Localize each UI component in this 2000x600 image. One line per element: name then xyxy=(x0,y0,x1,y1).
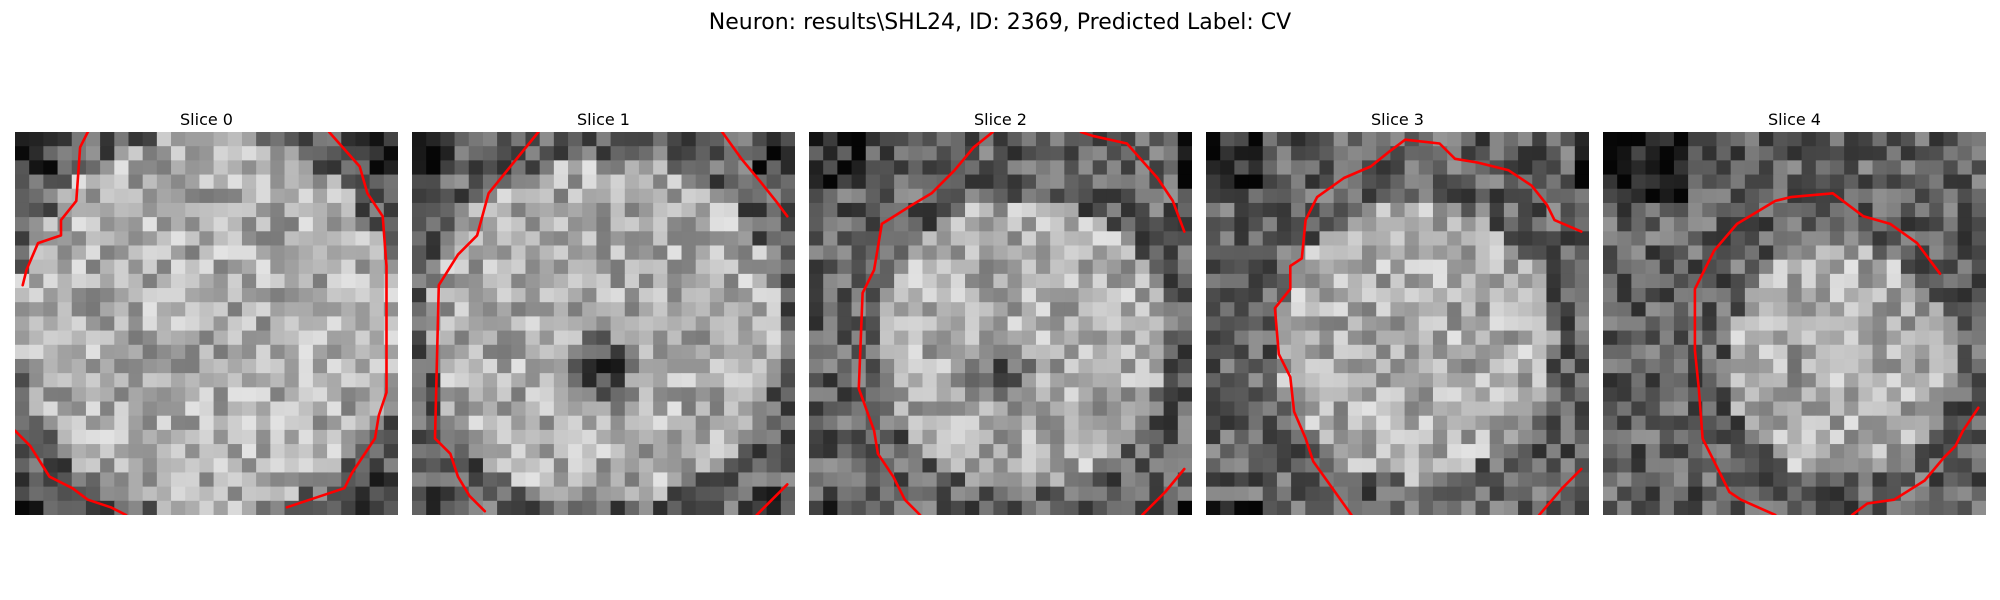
contour-line xyxy=(1079,132,1186,233)
contour-line xyxy=(857,132,995,515)
slice-image-4 xyxy=(1603,132,1986,515)
contour-line xyxy=(1273,138,1583,515)
slice-panel-3: Slice 3 xyxy=(1206,108,1589,515)
contour-line xyxy=(21,132,90,287)
contour-line xyxy=(720,132,789,218)
slice-pixels xyxy=(1603,132,1986,515)
slice-pixels xyxy=(809,132,1192,515)
slice-pixels xyxy=(412,132,795,515)
slice-title-0: Slice 0 xyxy=(180,110,233,129)
slice-title-4: Slice 4 xyxy=(1768,110,1821,129)
contour-line xyxy=(285,132,388,509)
slice-pixels xyxy=(15,132,398,515)
contour-line xyxy=(433,132,540,513)
contour-line xyxy=(15,429,128,515)
slice-panel-0: Slice 0 xyxy=(15,108,398,515)
slice-title-2: Slice 2 xyxy=(974,110,1027,129)
slice-title-3: Slice 3 xyxy=(1371,110,1424,129)
contour-line xyxy=(1693,191,1942,515)
slice-panel-1: Slice 1 xyxy=(412,108,795,515)
slice-title-1: Slice 1 xyxy=(577,110,630,129)
figure-title: Neuron: results\SHL24, ID: 2369, Predict… xyxy=(708,10,1292,35)
slice-image-0 xyxy=(15,132,398,515)
slice-panel-4: Slice 4 xyxy=(1603,108,1986,515)
slice-image-2 xyxy=(809,132,1192,515)
slice-pixels xyxy=(1206,132,1589,515)
contour-line xyxy=(1140,467,1186,515)
slice-panel-2: Slice 2 xyxy=(809,108,1192,515)
slice-image-1 xyxy=(412,132,795,515)
contour-line xyxy=(1537,467,1583,515)
contour-line xyxy=(1850,406,1980,515)
slice-image-3 xyxy=(1206,132,1589,515)
contour-line xyxy=(755,483,789,515)
